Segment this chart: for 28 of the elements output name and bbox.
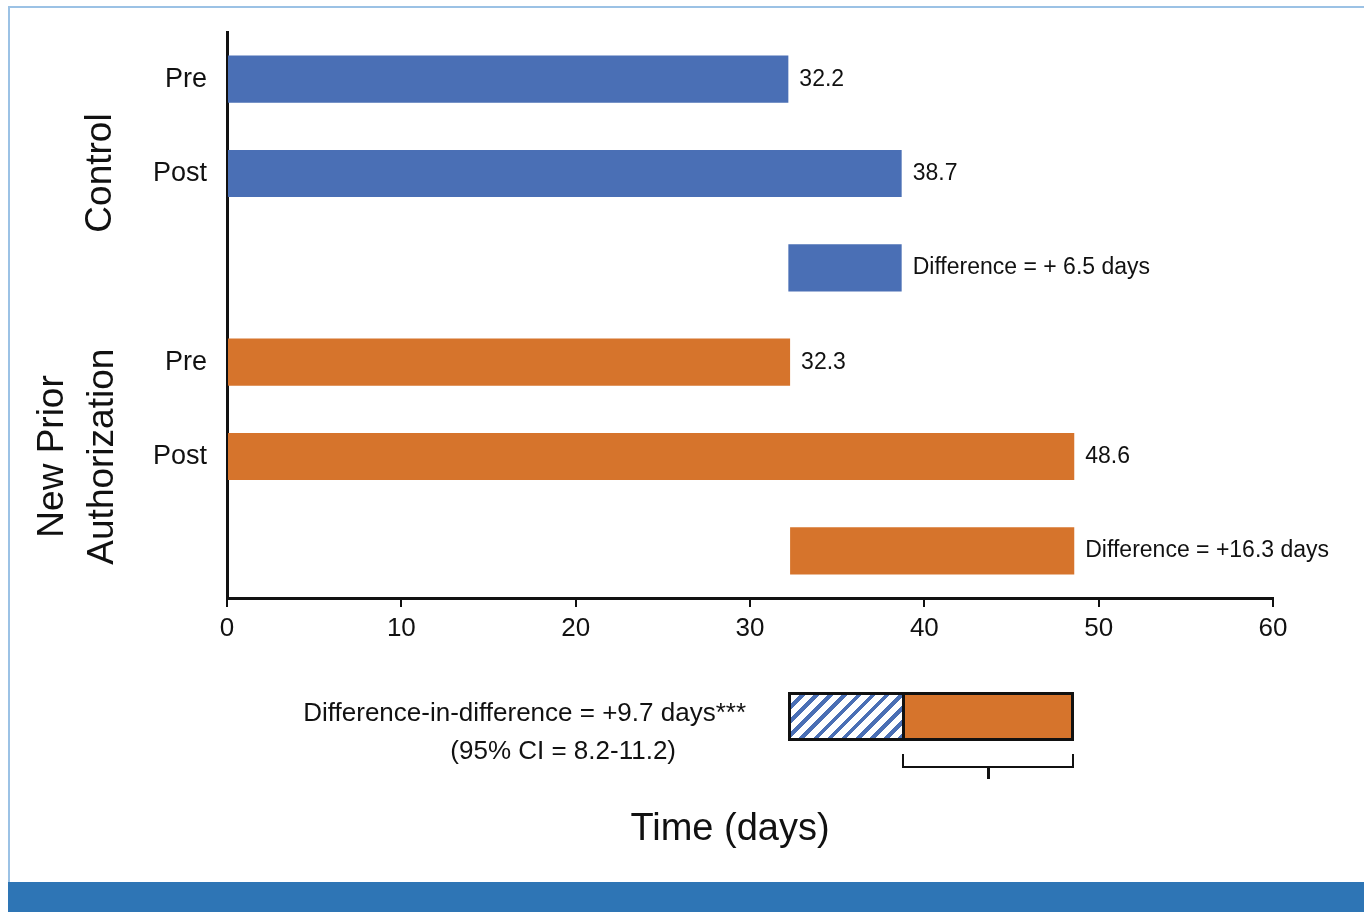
bar <box>788 244 902 292</box>
y-tick-label: Pre <box>164 62 207 93</box>
data-label: 32.3 <box>801 347 846 374</box>
x-tick-label: 60 <box>1258 611 1288 642</box>
data-label: 48.6 <box>1085 441 1131 468</box>
y-tick-label: Post <box>152 439 208 470</box>
y-tick-label: Pre <box>164 345 207 376</box>
x-tick-label: 20 <box>561 611 591 642</box>
text: Difference-in-difference = +9.7 days*** <box>303 697 746 728</box>
x-tick-label: 50 <box>1084 611 1114 642</box>
x-tick-label: 10 <box>386 611 416 642</box>
data-label: 38.7 <box>912 158 958 185</box>
y-tick-label: Post <box>152 156 208 187</box>
bar <box>228 55 789 103</box>
bar <box>228 149 902 198</box>
x-tick-label: 40 <box>909 611 939 642</box>
x-axis-title: Time (days) <box>630 806 830 849</box>
x-tick-label: 30 <box>735 611 765 642</box>
data-label: Difference = + 6.5 days <box>912 253 1151 280</box>
x-tick-label: 0 <box>219 611 235 642</box>
bar <box>228 432 1075 481</box>
text: New Prior Authorization <box>29 347 122 567</box>
text: Control <box>77 112 120 236</box>
bar <box>790 527 1075 575</box>
data-label: 32.2 <box>799 64 845 91</box>
data-label: Difference = +16.3 days <box>1085 536 1330 563</box>
text: (95% CI = 8.2-11.2) <box>450 735 676 766</box>
bar <box>228 338 791 386</box>
